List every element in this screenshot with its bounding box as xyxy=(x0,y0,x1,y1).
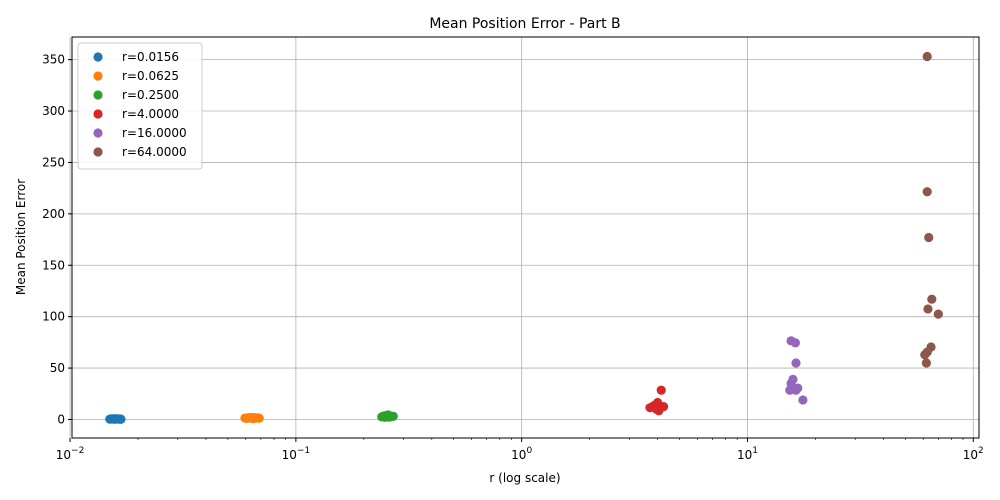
legend-marker xyxy=(93,71,103,81)
legend-marker xyxy=(93,128,103,138)
legend-label: r=0.0625 xyxy=(122,69,179,83)
y-tick-label: 100 xyxy=(42,310,65,324)
data-points xyxy=(105,51,943,424)
data-point xyxy=(922,51,932,62)
data-point xyxy=(798,395,808,405)
chart-title: Mean Position Error - Part B xyxy=(429,16,620,32)
legend-box xyxy=(77,42,203,170)
x-tick-label: 10−2 xyxy=(56,446,85,462)
legend-marker xyxy=(93,109,103,119)
legend-marker xyxy=(93,90,103,100)
legend-label: r=0.0156 xyxy=(122,50,179,64)
data-point xyxy=(658,402,669,412)
legend-label: r=64.0000 xyxy=(122,145,187,159)
y-tick-label: 300 xyxy=(42,104,65,118)
data-point xyxy=(922,187,932,197)
legend-label: r=0.2500 xyxy=(122,88,179,102)
legend-label: r=4.0000 xyxy=(122,107,179,121)
y-axis-label: Mean Position Error xyxy=(14,179,28,295)
x-axis-label: r (log scale) xyxy=(489,471,560,485)
y-tick-label: 350 xyxy=(42,53,65,67)
plot-frame xyxy=(71,36,980,439)
legend-marker xyxy=(93,147,103,157)
data-point xyxy=(790,338,800,348)
x-tick-label: 10−1 xyxy=(282,446,311,462)
y-tick-label: 200 xyxy=(42,207,65,221)
y-tick-label: 150 xyxy=(42,258,65,272)
data-point xyxy=(254,413,264,423)
data-point xyxy=(791,358,801,368)
x-tick-label: 101 xyxy=(737,446,758,462)
data-point xyxy=(785,385,795,395)
y-tick-label: 50 xyxy=(50,361,65,375)
x-tick-label: 102 xyxy=(963,446,984,462)
data-point xyxy=(921,358,932,368)
y-tick-label: 0 xyxy=(57,412,65,426)
axis-ticks: 10−2 10−1 100 101 102 0 50 100 150 200 250 300 350 xyxy=(42,53,984,462)
legend-label: r=16.0000 xyxy=(122,126,187,140)
grid-lines xyxy=(69,37,979,438)
data-point xyxy=(920,350,930,360)
data-point xyxy=(924,232,934,243)
data-point xyxy=(116,414,126,424)
legend: r=0.0156 r=0.0625 r=0.2500 r=4.0000 r=16.000… xyxy=(77,42,203,170)
data-point xyxy=(927,294,937,304)
data-point xyxy=(388,411,398,421)
legend-marker xyxy=(93,52,103,62)
y-tick-label: 250 xyxy=(42,155,65,169)
data-point xyxy=(656,385,666,395)
x-tick-label: 100 xyxy=(511,446,532,462)
data-point xyxy=(923,304,933,314)
data-point xyxy=(933,309,943,319)
